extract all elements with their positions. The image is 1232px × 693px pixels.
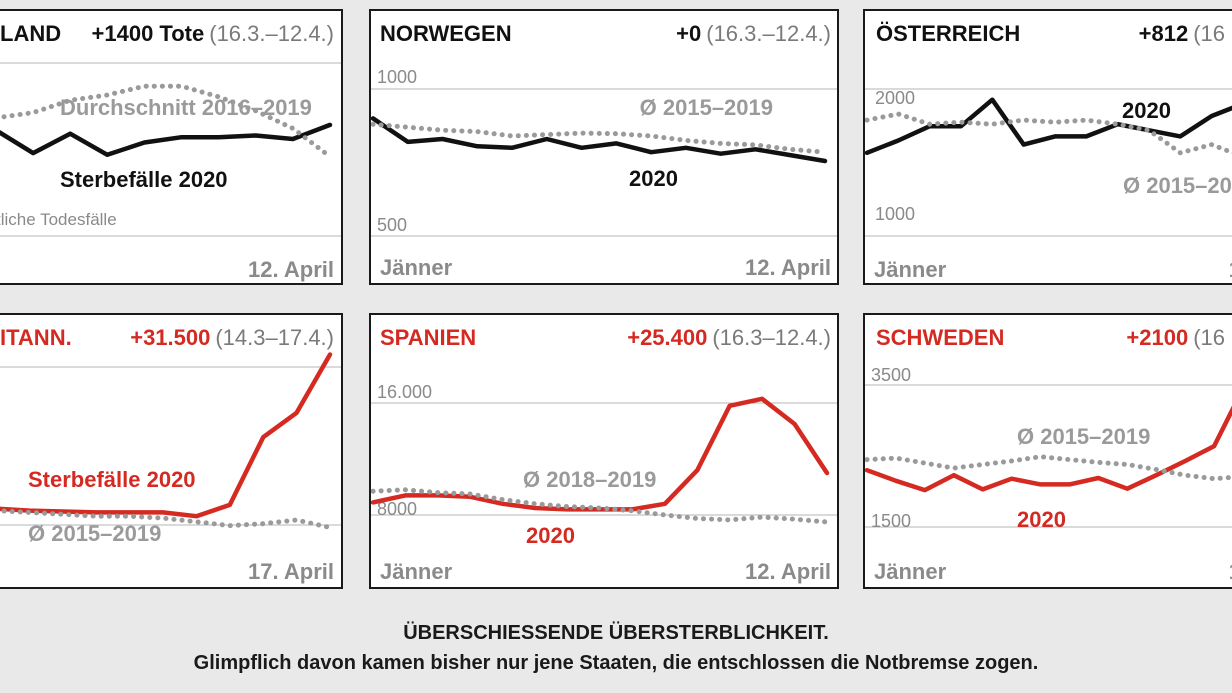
y-tick-label: 500	[377, 215, 407, 235]
country-title: SPANIEN	[380, 325, 476, 350]
x-axis-end-label: 1	[1229, 559, 1232, 584]
period-label: (16.3.–12.4.)	[706, 21, 831, 46]
chart-panel-schweden: 3500 1500 Ø 2015–2019 2020 Jänner 1 SCHWEDEN +2…	[863, 313, 1232, 589]
chart-svg: 2000 1000 2020 Ø 2015–20 Jänner 1 ÖSTERREICH +8…	[865, 21, 1232, 282]
series-line-2020	[865, 97, 1232, 156]
series-label: 2020	[1122, 98, 1171, 123]
country-title: ITANN.	[0, 325, 72, 350]
caption-subtitle: Glimpflich davon kamen bisher nur jene S…	[193, 652, 1039, 674]
y-tick-label: 16.000	[377, 382, 432, 402]
header-change-text: +1400 Tote (16.3.–12.4.)	[92, 21, 334, 46]
y-tick-label: 8000	[377, 499, 417, 519]
country-title: NORWEGEN	[380, 21, 512, 46]
chart-panel-land: tliche Todesfälle Durchschnitt 2016–2019 S…	[0, 9, 343, 285]
x-axis-start-label: Jänner	[380, 559, 453, 584]
x-axis-start-label: Jänner	[380, 255, 453, 280]
header-change-text: +31.500 (14.3–17.4.)	[130, 325, 334, 350]
series-label: 2020	[629, 166, 678, 191]
y-tick-label: 2000	[875, 88, 915, 108]
y-tick-label: 3500	[871, 365, 911, 385]
chart-svg: 1000 500 Ø 2015–2019 2020 Jänner 12. April NOR…	[371, 21, 837, 280]
series-label: Sterbefälle 2020	[28, 467, 196, 492]
chart-svg: Sterbefälle 2020 Ø 2015–2019 17. April ITAN…	[0, 325, 341, 584]
series-line-2020	[371, 396, 830, 512]
y-tick-label: 1000	[377, 67, 417, 87]
series-line-average	[371, 121, 828, 155]
chart-panel-oesterreich: 2000 1000 2020 Ø 2015–20 Jänner 1 ÖSTERREICH +8…	[863, 9, 1232, 285]
series-label: 2020	[526, 523, 575, 548]
series-label: Ø 2015–2019	[1017, 424, 1150, 449]
death-change: +1400 Tote	[92, 21, 205, 46]
death-change: +812	[1139, 21, 1189, 46]
x-axis-end-label: 12. April	[745, 255, 831, 280]
period-label: (16.3.–12.4.)	[209, 21, 334, 46]
chart-panel-itann: Sterbefälle 2020 Ø 2015–2019 17. April ITAN…	[0, 313, 343, 589]
series-line-average	[0, 83, 333, 160]
series-line-2020	[0, 122, 333, 158]
period-label: (16.3–12.4.)	[712, 325, 831, 350]
header-change-text: +2100 (16	[1126, 325, 1225, 350]
series-label: Ø 2015–2019	[28, 521, 161, 546]
x-axis-end-label: 17. April	[248, 559, 334, 584]
period-label: (14.3–17.4.)	[215, 325, 334, 350]
series-label: Sterbefälle 2020	[60, 167, 228, 192]
series-line-average	[865, 111, 1232, 156]
country-title: LAND	[0, 21, 61, 46]
series-line-average	[865, 454, 1232, 482]
series-line-average	[0, 508, 333, 530]
x-axis-end-label: 12. April	[248, 257, 334, 282]
period-label: (16	[1193, 325, 1225, 350]
series-label: 2020	[1017, 507, 1066, 532]
chart-svg: 16.000 8000 Ø 2018–2019 2020 Jänner 12. April…	[371, 325, 837, 584]
series-label: Durchschnitt 2016–2019	[60, 95, 312, 120]
death-change: +2100	[1126, 325, 1188, 350]
country-title: ÖSTERREICH	[876, 21, 1020, 46]
header-change-text: +812 (16	[1139, 21, 1225, 46]
death-change: +0	[676, 21, 701, 46]
x-axis-end-label: 1	[1229, 257, 1232, 282]
chart-svg: 3500 1500 Ø 2015–2019 2020 Jänner 1 SCHWEDEN +2…	[865, 325, 1232, 584]
country-title: SCHWEDEN	[876, 325, 1004, 350]
x-axis-end-label: 12. April	[745, 559, 831, 584]
unit-label: tliche Todesfälle	[0, 210, 117, 229]
series-line-2020	[0, 352, 333, 519]
header-change-text: +25.400 (16.3–12.4.)	[627, 325, 831, 350]
header-change-text: +0 (16.3.–12.4.)	[676, 21, 831, 46]
series-label: Ø 2015–2019	[640, 95, 773, 120]
death-change: +31.500	[130, 325, 210, 350]
chart-svg: tliche Todesfälle Durchschnitt 2016–2019 S…	[0, 21, 341, 282]
chart-panel-spanien: 16.000 8000 Ø 2018–2019 2020 Jänner 12. April…	[369, 313, 839, 589]
x-axis-start-label: Jänner	[874, 257, 947, 282]
period-label: (16	[1193, 21, 1225, 46]
series-line-average	[371, 487, 830, 525]
x-axis-start-label: Jänner	[874, 559, 947, 584]
death-change: +25.400	[627, 325, 707, 350]
caption-title: ÜBERSCHIESSENDE ÜBERSTERBLICHKEIT.	[403, 622, 829, 644]
y-tick-label: 1000	[875, 204, 915, 224]
series-line-2020	[371, 116, 828, 164]
series-label: Ø 2018–2019	[523, 467, 656, 492]
series-line-2020	[865, 405, 1232, 493]
y-tick-label: 1500	[871, 511, 911, 531]
chart-panel-norwegen: 1000 500 Ø 2015–2019 2020 Jänner 12. April NOR…	[369, 9, 839, 285]
series-label: Ø 2015–20	[1123, 173, 1232, 198]
